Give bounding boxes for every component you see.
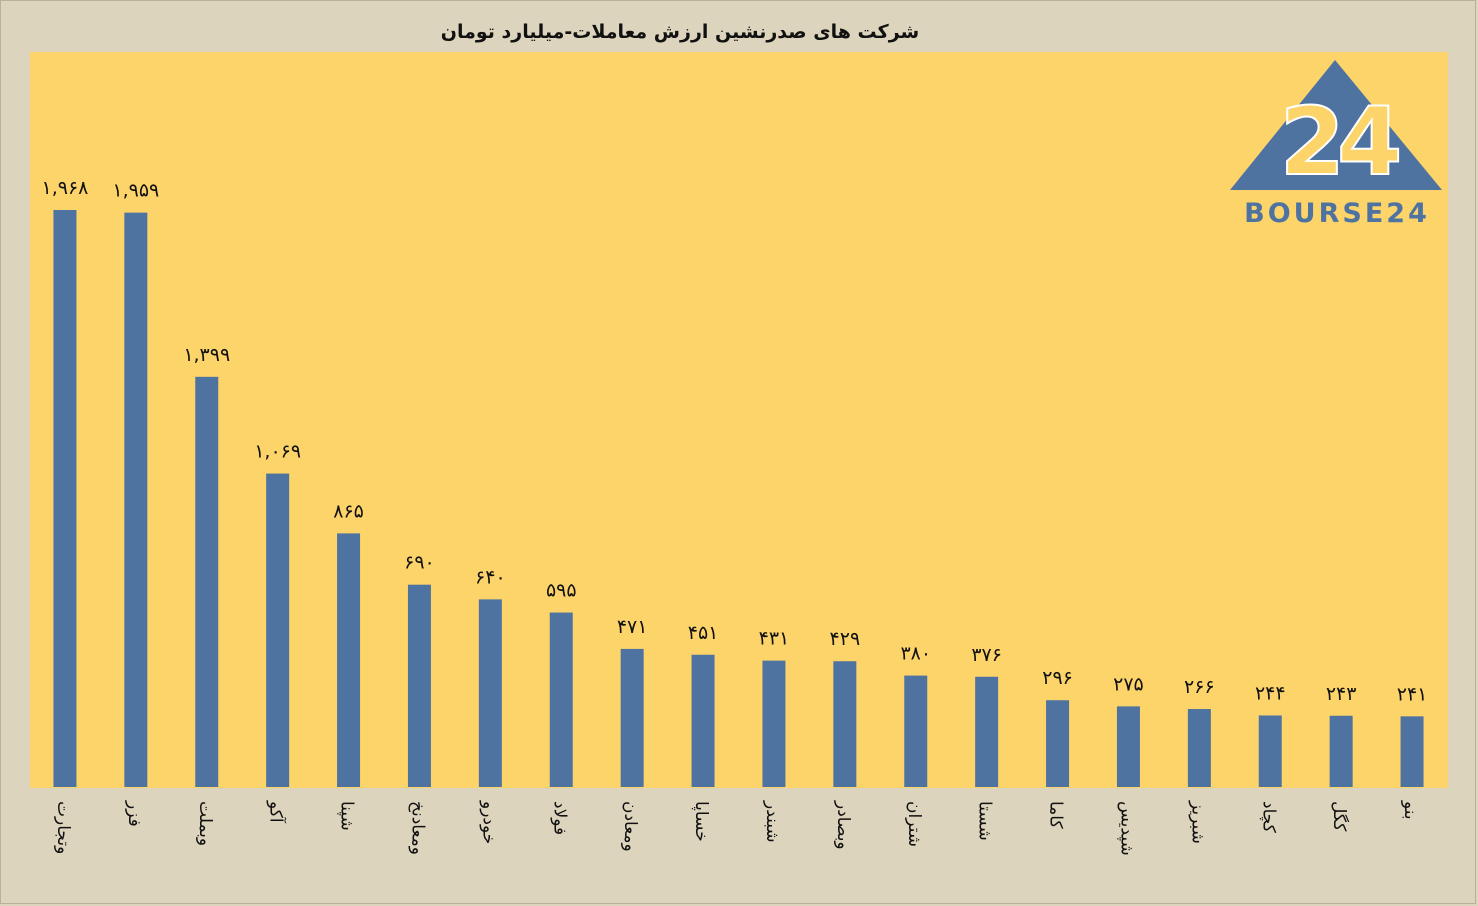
category-label: کگل xyxy=(1329,801,1350,832)
bar-chart: ۱,۹۶۸ وتجارت ۱,۹۵۹ فزر ۱,۳۹۹ وبملت ۱,۰۶۹ آکو ۸۶۵… xyxy=(42,177,1428,856)
bourse24-logo: 24 BOURSE24 xyxy=(1230,60,1442,226)
category-label: کچاد xyxy=(1258,801,1278,834)
logo-wordmark: BOURSE24 xyxy=(1244,198,1430,226)
logo-triangle-icon xyxy=(1230,60,1442,190)
data-label: ۴۵۱ xyxy=(688,622,719,644)
category-label: شپنا xyxy=(337,801,357,831)
bar xyxy=(904,675,928,787)
category-label: خساپا xyxy=(691,801,711,842)
data-label: ۱,۹۶۸ xyxy=(42,177,89,199)
bar xyxy=(1258,715,1282,787)
data-label: ۱,۰۶۹ xyxy=(254,441,301,463)
category-label: شبریز xyxy=(1187,800,1207,844)
bar xyxy=(549,612,573,787)
data-label: ۸۶۵ xyxy=(333,500,364,522)
bar xyxy=(124,212,148,787)
bar xyxy=(975,676,999,787)
plot-area: ۱,۹۶۸ وتجارت ۱,۹۵۹ فزر ۱,۳۹۹ وبملت ۱,۰۶۹ آکو ۸۶۵… xyxy=(30,52,1448,856)
data-label: ۲۷۵ xyxy=(1113,673,1144,695)
category-label: ومعادنخ xyxy=(407,801,427,855)
category-label: آکو xyxy=(266,800,288,824)
category-label: بنو xyxy=(1400,800,1420,820)
bar xyxy=(620,648,644,787)
category-label: کاما xyxy=(1046,801,1066,829)
data-label: ۲۹۶ xyxy=(1042,667,1073,689)
bar xyxy=(1046,700,1070,787)
data-label: ۱,۹۵۹ xyxy=(112,180,159,202)
data-label: ۳۷۶ xyxy=(971,644,1002,666)
category-label: فزر xyxy=(124,800,144,827)
bar xyxy=(762,660,786,787)
data-label: ۴۲۹ xyxy=(830,628,861,650)
data-label: ۲۴۴ xyxy=(1255,682,1286,704)
category-label: شستا xyxy=(975,801,995,841)
bar xyxy=(337,533,361,787)
data-label: ۶۴۰ xyxy=(475,566,506,588)
chart-title: شرکت های صدرنشین ارزش معاملات-میلیارد تو… xyxy=(440,21,920,43)
category-label: شبندر xyxy=(762,800,782,843)
bar xyxy=(195,376,219,787)
data-label: ۶۹۰ xyxy=(404,552,435,574)
category-label: فولاد xyxy=(549,801,569,835)
logo-mark-text: 24 xyxy=(1280,88,1399,197)
category-label: شتران xyxy=(904,801,924,847)
bar xyxy=(691,654,715,787)
bar xyxy=(1400,716,1424,787)
data-label: ۳۸۰ xyxy=(900,643,931,665)
data-label: ۱,۳۹۹ xyxy=(183,344,230,366)
bar xyxy=(833,661,857,787)
bar xyxy=(1116,706,1140,787)
data-label: ۲۶۶ xyxy=(1184,676,1215,698)
data-label: ۲۴۱ xyxy=(1397,683,1428,705)
category-label: خودرو xyxy=(478,800,498,844)
bar xyxy=(53,210,77,787)
category-label: وتجارت xyxy=(53,801,73,854)
category-label: ومعادن xyxy=(620,801,640,852)
data-label: ۴۷۱ xyxy=(617,616,648,638)
category-label: وبملت xyxy=(195,801,215,846)
bar xyxy=(478,599,502,787)
bar xyxy=(407,584,431,787)
bar xyxy=(1187,709,1211,787)
category-label: شپدیس xyxy=(1116,801,1136,856)
data-label: ۲۴۳ xyxy=(1326,683,1357,705)
data-label: ۴۳۱ xyxy=(759,628,790,650)
category-label: وبصادر xyxy=(833,800,853,850)
data-label: ۵۹۵ xyxy=(546,580,577,602)
bar xyxy=(1329,715,1353,787)
bar xyxy=(266,473,290,787)
